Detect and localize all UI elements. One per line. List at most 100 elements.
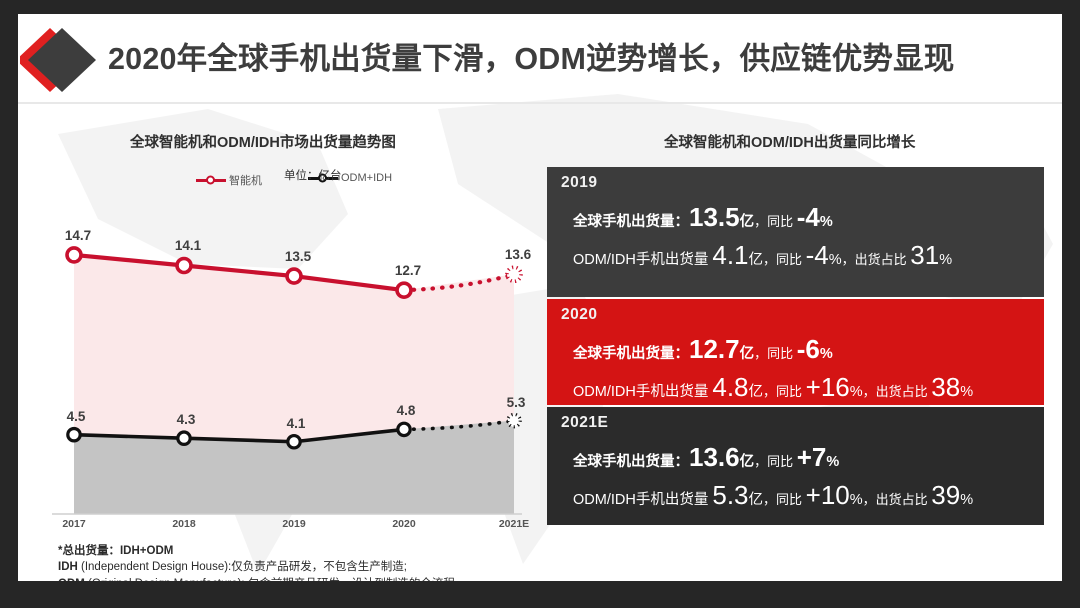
- yoy-odm-share-label-2019: ，出货占比: [841, 252, 911, 267]
- chart-x-axis: 2017 2018 2019 2020 2021E: [36, 518, 529, 538]
- yoy-total-change-pct-2021E: %: [826, 454, 840, 470]
- yoy-odm-share-pct-2020: %: [960, 384, 974, 400]
- yoy-block-year-2020: 2020: [561, 306, 598, 323]
- yoy-odm-change-pct-2020: %: [849, 384, 863, 400]
- legend-marker-smartphone: [206, 175, 215, 185]
- yoy-block-year-2019: 2019: [561, 174, 598, 191]
- legend-line-smartphone: [196, 175, 226, 185]
- yoy-odm-yoy-label-2020: ，同比: [763, 384, 806, 399]
- chart-section-heading: 全球智能机和ODM/IDH市场出货量趋势图: [130, 135, 396, 151]
- chart-point-smartphone-2019: [285, 267, 303, 285]
- yoy-odm-share-value-2019: 31: [910, 240, 940, 270]
- yoy-total-shipment-line-2019: 全球手机出货量：13.5亿，同比 -4%: [573, 202, 1044, 233]
- yoy-odm-share-label-2020: ，出货占比: [862, 384, 932, 399]
- yoy-odm-share-value-2020: 38: [931, 372, 961, 402]
- yoy-odm-share-pct-2019: %: [939, 252, 953, 268]
- yoy-odm-change-2021E: +10: [805, 480, 850, 510]
- yoy-total-value-2019: 13.5: [689, 202, 740, 232]
- chart-point-odm-idh-2021E: [506, 412, 522, 429]
- yoy-block-2020: 2020 全球手机出货量：12.7亿，同比 -6% ODM/IDH手机出货量 4.8…: [547, 299, 1044, 405]
- shipment-trend-chart: 智能机 ODM+IDH 单位：亿台 14.7 14.1 13.5 12.7 13.6 4.…: [36, 166, 531, 546]
- chart-x-tick-2020: 2020: [392, 518, 416, 530]
- footnote-odm-desc: (Original Design Manufacture): 包含前期产品研发、…: [85, 578, 466, 581]
- yoy-odm-change-2019: -4: [805, 240, 829, 270]
- slide-content-card: 2020年全球手机出货量下滑，ODM逆势增长，供应链优势显现 全球智能机和ODM…: [18, 14, 1062, 581]
- yoy-total-change-pct-2020: %: [819, 346, 833, 362]
- chart-value-label-smartphone-2018: 14.1: [174, 238, 202, 254]
- yoy-odm-value-2019: 4.1: [712, 240, 749, 270]
- footnote-line-2: IDH (Independent Design House):仅负责产品研发，不…: [58, 559, 466, 575]
- yoy-odm-shipment-line-2020: ODM/IDH手机出货量 4.8亿，同比 +16%，出货占比 38%: [573, 372, 1044, 403]
- yoy-odm-change-2020: +16: [805, 372, 850, 402]
- legend-label-odm-idh: ODM+IDH: [341, 172, 393, 184]
- chart-value-label-smartphone-2020: 12.7: [394, 263, 422, 279]
- chart-point-smartphone-2018: [175, 256, 193, 275]
- yoy-total-label-2019: 全球手机出货量：: [573, 214, 689, 230]
- yoy-total-shipment-line-2021E: 全球手机出货量：13.6亿，同比 +7%: [573, 442, 1044, 473]
- yoy-odm-share-value-2021E: 39: [931, 480, 961, 510]
- chart-point-odm-idh-2020: [396, 421, 412, 438]
- chart-plot-area: 14.7 14.1 13.5 12.7 13.6 4.5 4.3 4.1 4.8 5.3: [36, 196, 531, 516]
- chart-svg: [52, 246, 523, 515]
- chart-point-odm-idh-2019: [286, 433, 302, 450]
- chart-value-label-odm-idh-2018: 4.3: [176, 412, 196, 428]
- yoy-odm-change-pct-2019: %: [828, 252, 842, 268]
- legend-line-odm-idh: [308, 173, 338, 183]
- yoy-total-value-2021E: 13.6: [689, 442, 740, 472]
- footnote-line-3: ODM (Original Design Manufacture): 包含前期产…: [58, 576, 466, 581]
- footnote-idh-desc: (Independent Design House):仅负责产品研发，不包含生产…: [77, 561, 407, 574]
- yoy-total-change-2019: -4: [796, 202, 820, 232]
- chart-point-odm-idh-2017: [66, 426, 82, 443]
- footnote-line-1-text: *总出货量：IDH+ODM: [58, 545, 174, 557]
- chart-line-odm-idh: [72, 427, 406, 444]
- yoy-total-value-2020: 12.7: [689, 334, 740, 364]
- legend-marker-odm-idh: [318, 173, 327, 183]
- yoy-odm-share-pct-2021E: %: [960, 492, 974, 508]
- chart-forecast-odm-idh: [402, 418, 516, 432]
- legend-item-smartphone: 智能机: [196, 172, 262, 188]
- footnote-idh-term: IDH: [58, 561, 78, 574]
- yoy-total-yoy-label-2020: ，同比: [754, 346, 797, 361]
- yoy-growth-panel: 2019 全球手机出货量：13.5亿，同比 -4% ODM/IDH手机出货量 4.1…: [547, 167, 1044, 525]
- yoy-odm-label-2019: ODM/IDH手机出货量: [573, 252, 713, 268]
- yoy-odm-label-2020: ODM/IDH手机出货量: [573, 384, 713, 400]
- footnote-odm-term: ODM: [58, 578, 85, 581]
- chart-point-smartphone-2021E: [505, 265, 523, 284]
- slide-header: 2020年全球手机出货量下滑，ODM逆势增长，供应链优势显现: [18, 14, 1062, 104]
- yoy-block-year-2021E: 2021E: [561, 414, 609, 431]
- legend-label-smartphone: 智能机: [229, 175, 262, 187]
- yoy-odm-change-pct-2021E: %: [849, 492, 863, 508]
- chart-point-odm-idh-2018: [176, 430, 192, 447]
- chart-forecast-smartphone: [401, 272, 517, 293]
- chart-x-tick-2018: 2018: [172, 518, 196, 530]
- page-title: 2020年全球手机出货量下滑，ODM逆势增长，供应链优势显现: [108, 42, 955, 76]
- chart-unit-label: 单位：亿台: [284, 170, 342, 182]
- brand-diamond-logo-icon: [20, 28, 96, 92]
- yoy-total-change-pct-2019: %: [819, 214, 833, 230]
- chart-value-label-odm-idh-2020: 4.8: [396, 403, 416, 419]
- yoy-total-unit-2019: 亿: [739, 214, 755, 230]
- yoy-total-label-2020: 全球手机出货量：: [573, 346, 689, 362]
- yoy-odm-unit-2019: 亿: [748, 252, 764, 268]
- yoy-total-unit-2021E: 亿: [739, 454, 755, 470]
- chart-line-smartphone: [71, 252, 407, 293]
- yoy-odm-yoy-label-2019: ，同比: [763, 252, 806, 267]
- yoy-odm-value-2020: 4.8: [712, 372, 749, 402]
- chart-point-smartphone-2017: [65, 246, 83, 264]
- yoy-odm-unit-2020: 亿: [748, 384, 764, 400]
- legend-item-odm-idh: ODM+IDH: [308, 172, 392, 184]
- chart-value-label-smartphone-2017: 14.7: [64, 227, 92, 243]
- chart-value-label-smartphone-2019: 13.5: [284, 249, 312, 265]
- yoy-odm-yoy-label-2021E: ，同比: [763, 492, 806, 507]
- yoy-total-change-2021E: +7: [796, 442, 827, 472]
- yoy-odm-unit-2021E: 亿: [748, 492, 764, 508]
- yoy-odm-share-label-2021E: ，出货占比: [862, 492, 932, 507]
- chart-value-label-odm-idh-2019: 4.1: [286, 415, 306, 431]
- yoy-total-unit-2020: 亿: [739, 346, 755, 362]
- yoy-total-yoy-label-2019: ，同比: [754, 214, 797, 229]
- yoy-block-2019: 2019 全球手机出货量：13.5亿，同比 -4% ODM/IDH手机出货量 4.1…: [547, 167, 1044, 297]
- header-divider: [18, 102, 1062, 104]
- yoy-total-change-2020: -6: [796, 334, 820, 364]
- yoy-total-yoy-label-2021E: ，同比: [754, 454, 797, 469]
- chart-value-label-smartphone-2021E: 13.6: [504, 247, 532, 263]
